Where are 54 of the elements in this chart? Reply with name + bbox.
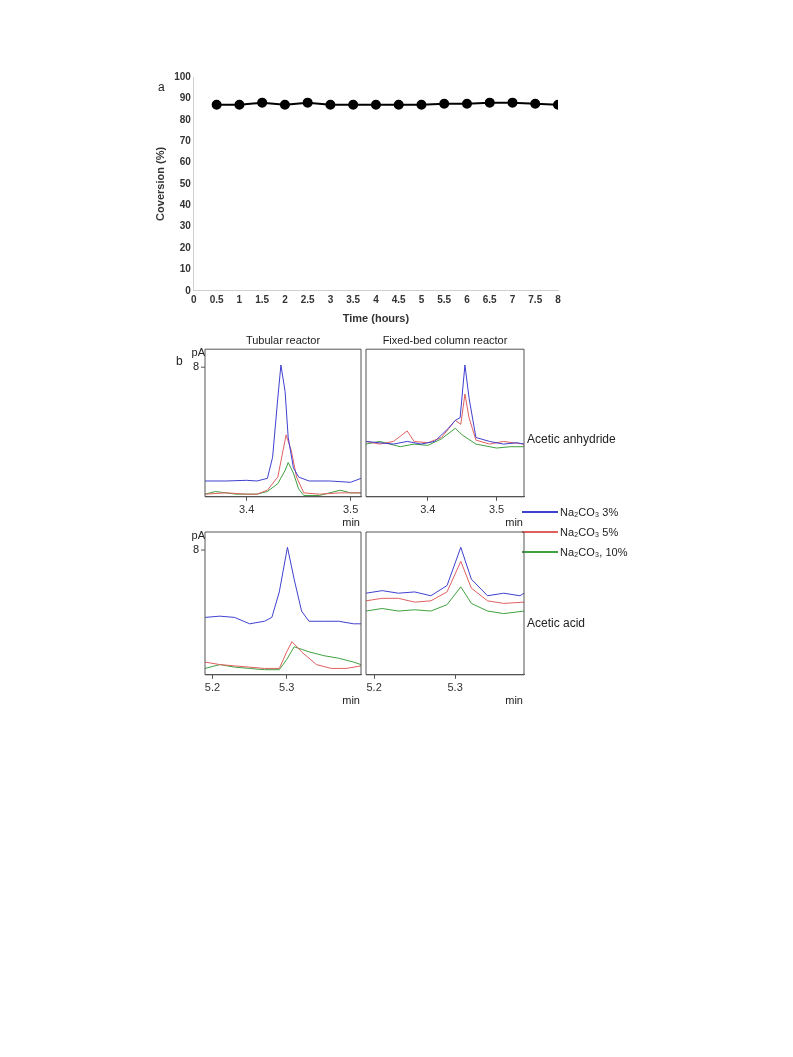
x-tick-label: 2 [282,293,289,305]
x-tick-label: 2.5 [300,293,316,305]
x-tick-label: 6 [464,293,471,305]
legend-label: Na₂CO₃ 5% [560,526,619,538]
x-tick-label: 4 [373,293,380,305]
x-tick-label: 3.4 [420,503,436,516]
text: b [176,354,183,368]
y-tick-label: 30 [179,220,192,232]
y-tick-label: 80 [179,113,192,125]
x-tick-label: 3.5 [488,503,505,516]
text: Acetic acid [527,616,586,630]
x-tick-label: 6.5 [482,293,498,305]
x-tick-label: 4.5 [391,293,407,305]
x-tick-label: 1 [236,293,243,305]
text: 8 [192,543,199,556]
chart-title: Fixed-bed column reactor [382,333,508,346]
x-axis-title: Time (hours) [342,312,410,325]
y-tick-label: 100 [174,70,192,82]
x-tick-label: 3.5 [342,503,359,516]
x-tick-label: 3.5 [346,293,361,305]
legend-label: Na₂CO₃, 10% [560,546,628,558]
y-tick-label: 60 [179,156,192,168]
y-tick-label: 90 [179,92,192,104]
x-tick-label: 3.4 [238,503,255,516]
x-axis-title: min [342,516,360,529]
text: Acetic anhydride [527,432,616,446]
legend-label: Na₂CO₃ 3% [560,506,619,518]
x-axis-title: min [505,516,523,529]
chart-title: Tubular reactor [245,333,321,346]
y-tick-label: 0 [185,284,192,296]
x-tick-label: 5.3 [447,681,463,694]
x-tick-label: 5.2 [366,681,382,694]
x-axis-title: min [342,694,360,707]
x-tick-label: 7.5 [528,293,543,305]
x-tick-label: 5.5 [437,293,452,305]
y-tick-label: 50 [179,177,192,189]
x-tick-label: 5.3 [279,681,295,694]
y-tick-label: 10 [179,263,192,275]
x-tick-label: 5.2 [204,681,221,694]
x-tick-label: 1.5 [255,293,270,305]
x-tick-label: 8 [555,293,562,305]
x-tick-label: 5 [418,293,425,305]
y-tick-label: 20 [179,241,192,253]
y-axis-title: pA [191,528,206,541]
text: a [158,80,165,94]
y-axis-title: pA [191,345,206,358]
x-axis-title: min [505,694,523,707]
x-tick-label: 3 [327,293,334,305]
y-tick-label: 40 [179,199,192,211]
x-tick-label: 0.5 [209,293,225,305]
text: 8 [192,360,199,373]
y-tick-label: 70 [179,134,192,146]
y-axis-title: Coversion (%) [153,146,166,221]
x-tick-label: 7 [509,293,516,305]
